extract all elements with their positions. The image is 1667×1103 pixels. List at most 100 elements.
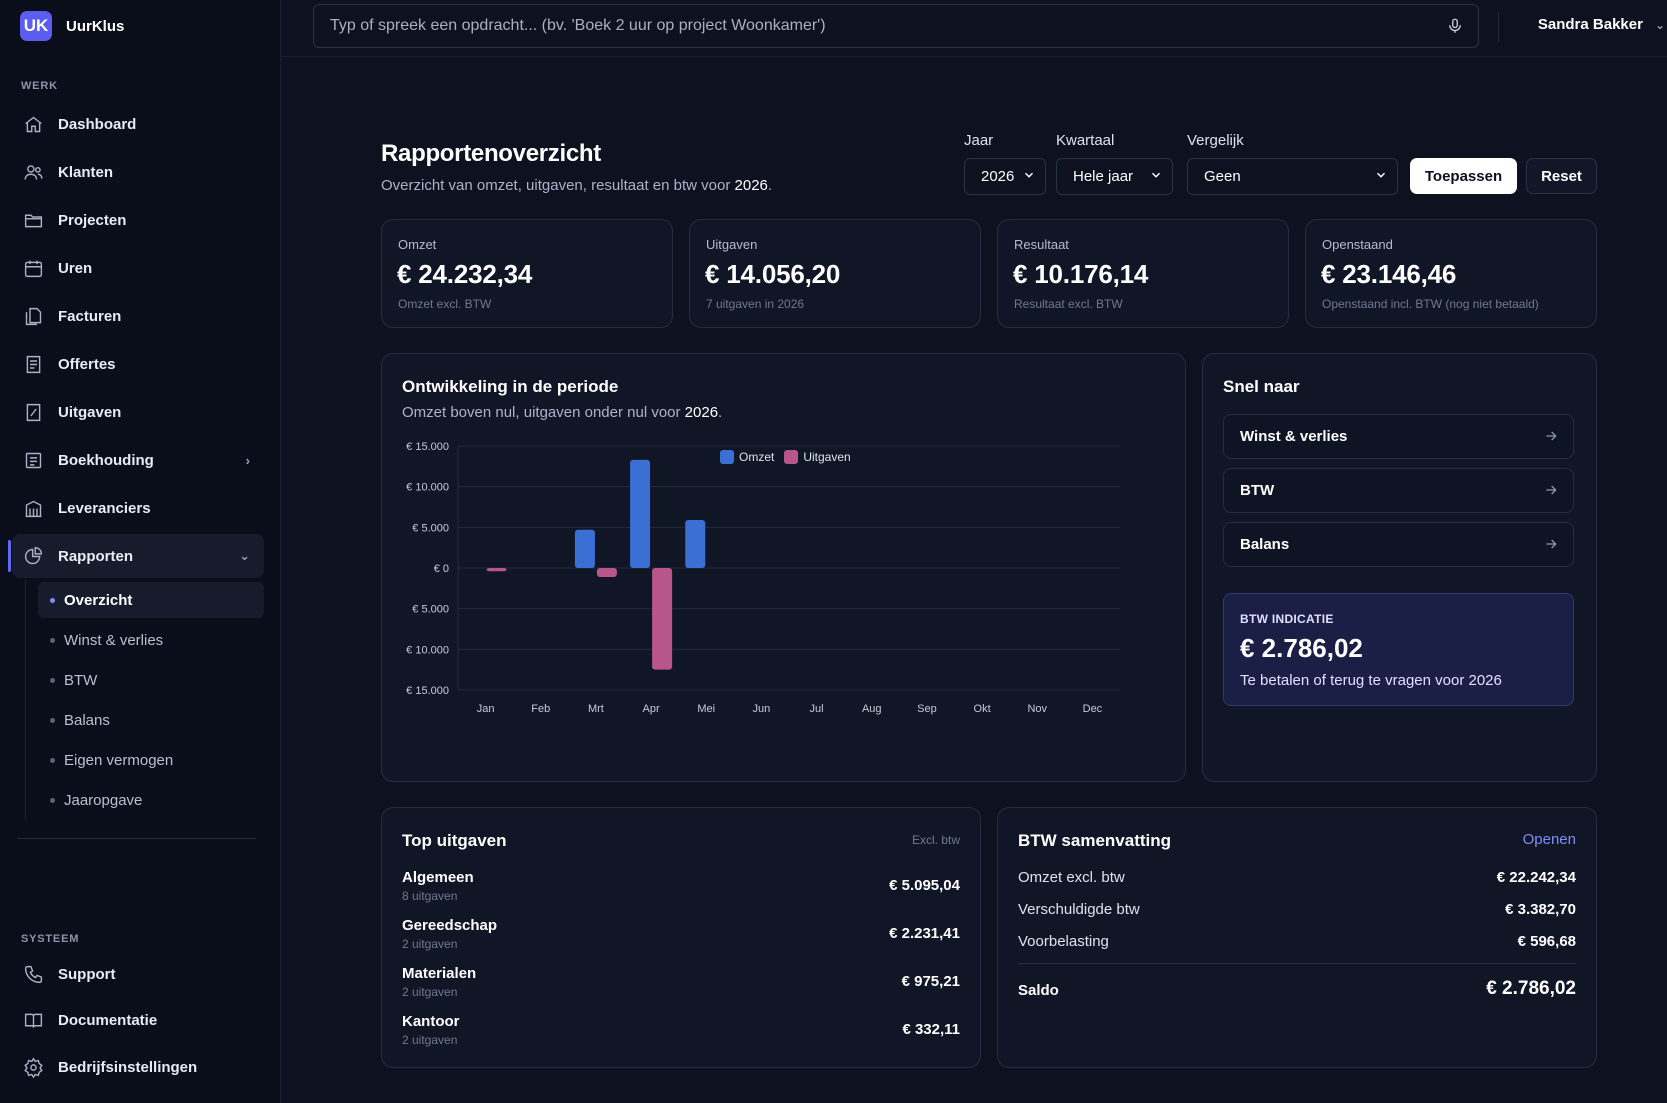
sidebar-item-documentatie[interactable]: Documentatie: [12, 998, 264, 1042]
subnav-item-jaaropgave[interactable]: Jaaropgave: [38, 782, 264, 818]
x-tick-label: Jan: [477, 703, 495, 715]
building-icon: [22, 497, 44, 519]
expense-count: 8 uitgaven: [402, 889, 458, 903]
reset-button[interactable]: Reset: [1526, 158, 1597, 194]
saldo-value: € 2.786,02: [1486, 978, 1576, 999]
sidebar-item-label: Uren: [58, 259, 93, 277]
x-tick-label: Aug: [862, 703, 882, 715]
pie-chart-icon: [22, 545, 44, 567]
kpi-card-omzet: Omzet € 24.232,34 Omzet excl. BTW: [381, 219, 673, 328]
apply-button[interactable]: Toepassen: [1410, 158, 1517, 194]
chart-legend: Omzet Uitgaven: [720, 450, 861, 464]
sidebar-item-leveranciers[interactable]: Leveranciers: [12, 486, 264, 530]
bar-omzet: [574, 529, 595, 568]
open-btw-link[interactable]: Openen: [1522, 831, 1576, 848]
chevron-down-icon: [1151, 172, 1161, 178]
folder-icon: [22, 209, 44, 231]
subtitle-year: 2026: [734, 177, 768, 194]
subnav-item-overzicht[interactable]: Overzicht: [38, 582, 264, 618]
top-bar: Sandra Bakker ⌄: [281, 0, 1667, 57]
command-input[interactable]: [330, 17, 1430, 35]
quick-link-balans[interactable]: Balans: [1223, 522, 1574, 567]
kpi-value: € 14.056,20: [705, 259, 841, 289]
btw-summary-title: BTW samenvatting: [1018, 831, 1172, 850]
y-tick-label: € 10.000: [406, 644, 449, 656]
brand[interactable]: UK UurKlus: [20, 11, 124, 41]
sidebar-item-label: Offertes: [58, 355, 116, 373]
legend-item-uitgaven[interactable]: Uitgaven: [784, 450, 851, 464]
year-select-value: 2026: [981, 168, 1015, 185]
sidebar-item-uren[interactable]: Uren: [12, 246, 264, 290]
legend-label: Omzet: [739, 450, 775, 464]
quarter-select[interactable]: Hele jaar: [1056, 158, 1173, 195]
legend-item-omzet[interactable]: Omzet: [720, 450, 774, 464]
section-label-system: SYSTEEM: [21, 933, 80, 945]
x-tick-label: Mrt: [588, 703, 604, 715]
user-menu[interactable]: Sandra Bakker ⌄: [1538, 16, 1665, 33]
kpi-value: € 10.176,14: [1013, 259, 1149, 289]
phone-icon: [22, 963, 44, 985]
sidebar-item-offertes[interactable]: Offertes: [12, 342, 264, 386]
sidebar-item-label: Boekhouding: [58, 451, 154, 469]
kpi-label: Uitgaven: [706, 237, 758, 252]
year-select[interactable]: 2026: [964, 158, 1046, 195]
calendar-icon: [22, 257, 44, 279]
btw-indicator: BTW INDICATIE € 2.786,02 Te betalen of t…: [1223, 593, 1574, 706]
microphone-icon[interactable]: [1446, 17, 1464, 35]
sidebar-item-rapporten[interactable]: Rapporten ⌄: [8, 534, 264, 578]
subnav-item-winst-verlies[interactable]: Winst & verlies: [38, 622, 264, 658]
expense-amount: € 2.231,41: [889, 925, 960, 942]
sidebar-item-bedrijfsinstellingen[interactable]: Bedrijfsinstellingen: [12, 1045, 264, 1089]
kpi-card-resultaat: Resultaat € 10.176,14 Resultaat excl. BT…: [997, 219, 1289, 328]
quick-links-card: Snel naar Winst & verlies BTW Balans BTW…: [1202, 353, 1597, 782]
expense-category: Algemeen: [402, 869, 474, 886]
btw-row-label: Omzet excl. btw: [1018, 869, 1125, 886]
sidebar-item-boekhouding[interactable]: Boekhouding ›: [12, 438, 264, 482]
chevron-down-icon: [1024, 172, 1034, 178]
ledger-icon: [22, 449, 44, 471]
kpi-card-openstaand: Openstaand € 23.146,46 Openstaand incl. …: [1305, 219, 1597, 328]
x-tick-label: Sep: [917, 703, 937, 715]
bar-uitgaven: [652, 568, 673, 670]
x-tick-label: Dec: [1083, 703, 1103, 715]
subnav-line: [25, 580, 26, 820]
subnav-item-eigen-vermogen[interactable]: Eigen vermogen: [38, 742, 264, 778]
sidebar-item-support[interactable]: Support: [12, 952, 264, 996]
saldo-label: Saldo: [1018, 982, 1059, 999]
sidebar-item-label: Uitgaven: [58, 403, 122, 421]
command-search[interactable]: [313, 4, 1479, 48]
kpi-label: Resultaat: [1014, 237, 1069, 252]
sidebar-item-label: Leveranciers: [58, 499, 151, 517]
bar-omzet: [630, 459, 651, 568]
expense-amount: € 332,11: [902, 1021, 960, 1038]
subnav-item-balans[interactable]: Balans: [38, 702, 264, 738]
quick-link-winst-verlies[interactable]: Winst & verlies: [1223, 414, 1574, 459]
subnav-item-btw[interactable]: BTW: [38, 662, 264, 698]
sidebar-item-dashboard[interactable]: Dashboard: [12, 102, 264, 146]
receipt-edit-icon: [22, 401, 44, 423]
sidebar-item-uitgaven[interactable]: Uitgaven: [12, 390, 264, 434]
chevron-down-icon: [1376, 172, 1386, 178]
sidebar-item-label: Bedrijfsinstellingen: [58, 1058, 198, 1076]
y-tick-label: € 15.000: [406, 441, 449, 453]
users-icon: [22, 161, 44, 183]
y-tick-label: € 5.000: [412, 522, 449, 534]
arrow-right-icon: [1546, 431, 1557, 441]
top-expenses-note: Excl. btw: [911, 833, 960, 847]
kpi-sub: Omzet excl. BTW: [398, 297, 492, 311]
sidebar-item-label: Facturen: [58, 307, 122, 325]
home-icon: [22, 113, 44, 135]
compare-select[interactable]: Geen: [1187, 158, 1398, 195]
expense-count: 2 uitgaven: [402, 985, 458, 999]
sidebar-item-label: Projecten: [58, 211, 127, 229]
sidebar-item-klanten[interactable]: Klanten: [12, 150, 264, 194]
sidebar-item-facturen[interactable]: Facturen: [12, 294, 264, 338]
x-tick-label: Feb: [531, 703, 550, 715]
quick-link-btw[interactable]: BTW: [1223, 468, 1574, 513]
sidebar-item-projecten[interactable]: Projecten: [12, 198, 264, 242]
compare-select-value: Geen: [1204, 168, 1241, 185]
btw-indicator-value: € 2.786,02: [1240, 633, 1363, 663]
btw-row-label: Verschuldigde btw: [1018, 901, 1140, 918]
kpi-value: € 23.146,46: [1321, 259, 1457, 289]
kpi-card-uitgaven: Uitgaven € 14.056,20 7 uitgaven in 2026: [689, 219, 981, 328]
